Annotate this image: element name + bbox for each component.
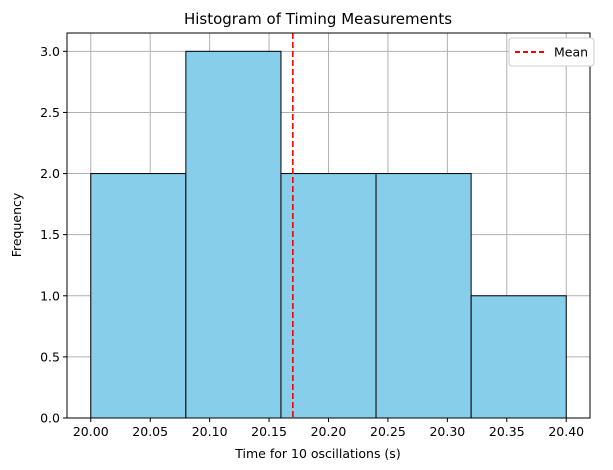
legend-box — [508, 37, 595, 67]
y-axis-ticks: 0.0 0.5 1.0 1.5 2.0 2.5 3.0 — [40, 44, 67, 426]
x-tick-label: 20.35 — [489, 424, 525, 439]
legend-mean-label: Mean — [554, 45, 588, 60]
x-tick-label: 20.10 — [192, 424, 228, 439]
x-tick-label: 20.15 — [251, 424, 287, 439]
histogram-bar — [470, 295, 567, 419]
histogram-bars — [90, 50, 567, 419]
y-tick-label: 2.5 — [40, 105, 60, 120]
x-tick-label: 20.00 — [73, 424, 109, 439]
y-tick-label: 2.0 — [40, 166, 60, 181]
y-tick-label: 1.0 — [40, 288, 60, 303]
chart-title: Histogram of Timing Measurements — [184, 10, 452, 28]
x-tick-label: 20.30 — [429, 424, 465, 439]
x-tick-label: 20.05 — [132, 424, 168, 439]
y-tick-label: 0.0 — [40, 411, 60, 426]
x-axis-ticks: 20.00 20.05 20.10 20.15 20.20 20.25 20.30 20.35… — [73, 418, 584, 439]
histogram-bar — [375, 173, 472, 419]
x-tick-label: 20.25 — [370, 424, 406, 439]
y-axis-label: Frequency — [9, 192, 24, 257]
histogram-bar — [90, 173, 187, 419]
x-tick-label: 20.20 — [311, 424, 347, 439]
histogram-bar — [280, 173, 377, 419]
histogram-bar — [185, 50, 282, 419]
y-tick-label: 3.0 — [40, 44, 60, 59]
x-tick-label: 20.40 — [548, 424, 584, 439]
x-axis-label: Time for 10 oscillations (s) — [234, 446, 400, 461]
y-tick-label: 0.5 — [40, 349, 60, 364]
y-tick-label: 1.5 — [40, 227, 60, 242]
legend: Mean — [508, 37, 595, 67]
